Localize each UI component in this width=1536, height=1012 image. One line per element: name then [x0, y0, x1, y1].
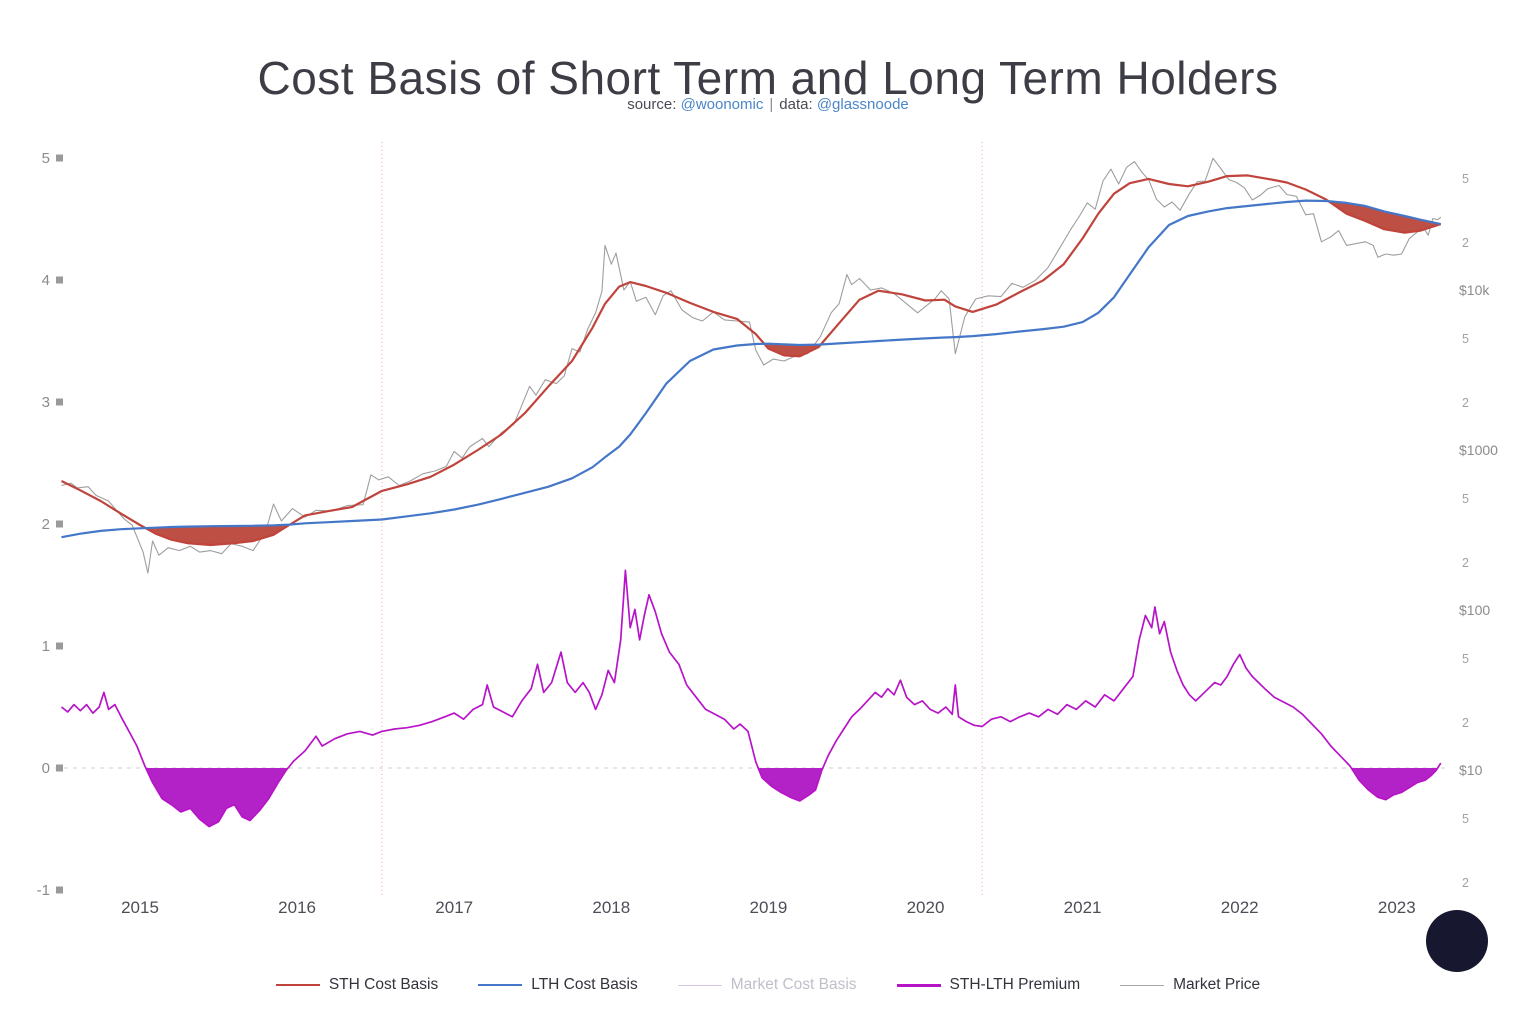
- price-axis-label: 5: [1462, 492, 1469, 506]
- legend: STH Cost Basis LTH Cost Basis Market Cost …: [0, 976, 1536, 994]
- legend-label: STH Cost Basis: [328, 976, 439, 993]
- logo-circle[interactable]: [1426, 910, 1488, 972]
- x-axis-year-label: 2019: [749, 898, 787, 917]
- source-handle-link[interactable]: @woonomic: [680, 96, 764, 113]
- price-axis-label: 2: [1462, 396, 1469, 410]
- x-axis-year-label: 2022: [1221, 898, 1259, 917]
- premium-negative-fill: [758, 768, 823, 801]
- sth-cost-basis-line: [61, 174, 1442, 547]
- price-axis-label: 5: [1462, 652, 1469, 666]
- premium-axis-label: 3: [42, 394, 50, 411]
- premium-axis-label: 1: [42, 638, 50, 655]
- price-axis-label: $1000: [1459, 442, 1498, 458]
- legend-item-sth-lth-premium[interactable]: STH-LTH Premium: [896, 976, 1081, 994]
- legend-swatch: [1120, 984, 1165, 986]
- data-handle-link[interactable]: @glassnoode: [816, 96, 909, 113]
- sth-below-lth-fill: [1328, 201, 1441, 233]
- premium-axis-tick-square: [56, 154, 63, 162]
- lth-cost-basis-line: [61, 199, 1442, 539]
- premium-axis-label: 4: [42, 272, 50, 289]
- x-axis-year-label: 2016: [278, 898, 316, 917]
- price-axis-label: $10k: [1459, 282, 1490, 298]
- price-axis-label: 5: [1462, 332, 1469, 346]
- x-axis-year-label: 2018: [592, 898, 630, 917]
- premium-negative-fill: [145, 768, 289, 827]
- sth-lth-premium-line: [60, 569, 1442, 828]
- premium-axis-tick-square: [56, 642, 63, 650]
- legend-item-market-price[interactable]: Market Price: [1120, 976, 1260, 994]
- premium-axis-label: 0: [42, 760, 50, 777]
- legend-swatch: [275, 984, 320, 986]
- x-axis-year-label: 2021: [1064, 898, 1102, 917]
- premium-axis-label: 2: [42, 516, 50, 533]
- market-price-line: [61, 157, 1442, 574]
- price-axis-label: 5: [1462, 172, 1469, 186]
- x-axis-year-label: 2017: [435, 898, 473, 917]
- x-axis-year-label: 2023: [1378, 898, 1416, 917]
- legend-label: LTH Cost Basis: [531, 976, 638, 993]
- price-axis-label: 2: [1462, 236, 1469, 250]
- legend-label: Market Price: [1173, 976, 1261, 993]
- legend-swatch: [896, 983, 941, 987]
- premium-axis-tick-square: [56, 398, 63, 406]
- legend-item-sth-cost-basis[interactable]: STH Cost Basis: [275, 976, 439, 994]
- x-axis-year-label: 2015: [121, 898, 159, 917]
- price-axis-label: $10: [1459, 762, 1483, 778]
- legend-label: Market Cost Basis: [730, 976, 857, 993]
- separator: |: [769, 96, 774, 113]
- premium-axis-tick-square: [56, 886, 63, 894]
- data-prefix: data:: [779, 96, 813, 113]
- premium-axis-tick-square: [56, 520, 63, 528]
- sth-below-lth-fill: [764, 343, 821, 357]
- source-prefix: source:: [627, 96, 677, 113]
- page-title: Cost Basis of Short Term and Long Term H…: [257, 51, 1279, 104]
- legend-item-market-cost-basis[interactable]: Market Cost Basis: [677, 976, 857, 994]
- premium-axis-label: 5: [42, 150, 50, 167]
- premium-negative-fill: [1351, 768, 1438, 800]
- premium-axis-tick-square: [56, 276, 63, 284]
- legend-swatch: [478, 984, 523, 986]
- legend-item-lth-cost-basis[interactable]: LTH Cost Basis: [478, 976, 638, 994]
- premium-axis-label: -1: [37, 882, 50, 899]
- legend-swatch: [677, 984, 722, 986]
- x-axis-year-label: 2020: [907, 898, 945, 917]
- price-axis-label: $100: [1459, 602, 1490, 618]
- premium-axis-tick-square: [56, 764, 63, 772]
- price-axis-label: 2: [1462, 716, 1469, 730]
- price-axis-label: 2: [1462, 876, 1469, 890]
- price-axis-label: 2: [1462, 556, 1469, 570]
- legend-label: STH-LTH Premium: [949, 976, 1081, 993]
- price-axis-label: 5: [1462, 812, 1469, 826]
- source-line: source: @woonomic | data: @glassnoode: [0, 96, 1536, 113]
